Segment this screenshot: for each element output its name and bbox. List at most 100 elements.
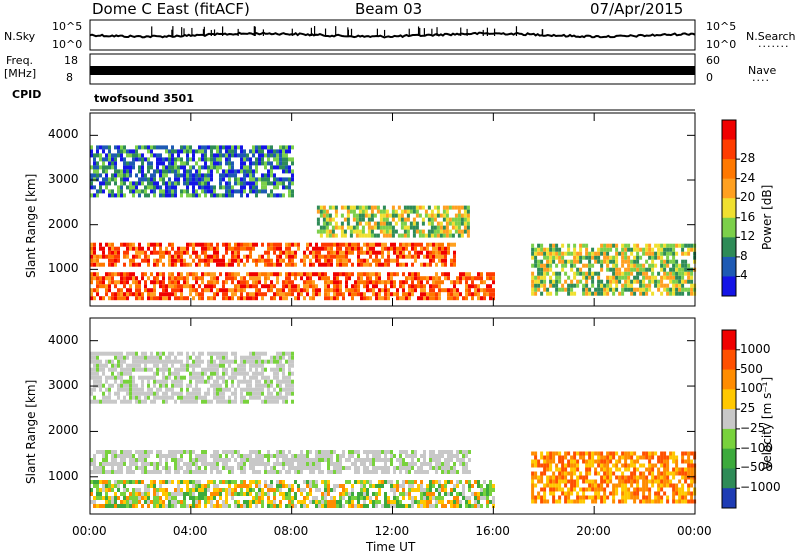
echo-cell [603, 467, 607, 472]
echo-cell [168, 193, 171, 198]
echo-cell [129, 292, 132, 297]
echo-cell [186, 488, 189, 492]
echo-cell [642, 471, 646, 476]
echo-cell [363, 500, 366, 504]
echo-cell [576, 479, 580, 484]
echo-cell [334, 221, 338, 226]
echo-cell [192, 371, 195, 376]
echo-cell [153, 504, 156, 508]
echo-cell [402, 480, 405, 484]
echo-cell [453, 292, 456, 297]
echo-cell [135, 246, 138, 251]
echo-cell [261, 500, 264, 504]
echo-cell [180, 276, 183, 281]
echo-cell [198, 488, 201, 492]
echo-cell [162, 276, 165, 281]
echo-cell [390, 276, 393, 281]
echo-cell [540, 291, 544, 296]
echo-cell [531, 251, 535, 256]
echo-cell [363, 492, 366, 496]
echo-cell [463, 221, 467, 226]
echo-cell [322, 209, 326, 214]
echo-cell [246, 387, 249, 392]
echo-cell [348, 246, 351, 251]
echo-cell [315, 500, 318, 504]
echo-cell [168, 258, 171, 263]
echo-cell [123, 500, 126, 504]
echo-cell [219, 363, 222, 368]
echo-cell [120, 355, 123, 360]
echo-cell [603, 287, 607, 292]
echo-cell [186, 395, 189, 400]
echo-cell [492, 484, 495, 488]
echo-cell [234, 177, 237, 182]
echo-cell [207, 480, 210, 484]
echo-cell [444, 504, 447, 508]
echo-cell [108, 157, 111, 162]
echo-cell [288, 189, 291, 194]
echo-cell [357, 492, 360, 496]
echo-cell [231, 466, 234, 470]
echo-cell [333, 450, 336, 454]
echo-cell [435, 458, 438, 462]
echo-cell [558, 467, 562, 472]
echo-cell [630, 455, 634, 460]
echo-cell [354, 458, 357, 462]
echo-cell [391, 213, 395, 218]
echo-cell [648, 479, 652, 484]
echo-cell [606, 283, 610, 288]
echo-cell [492, 272, 495, 277]
echo-cell [114, 504, 117, 508]
echo-cell [594, 471, 598, 476]
echo-cell [264, 395, 267, 400]
echo-cell [123, 387, 126, 392]
echo-cell [207, 246, 210, 251]
echo-cell [633, 487, 637, 492]
echo-cell [436, 233, 440, 238]
echo-cell [204, 470, 207, 474]
echo-cell [207, 242, 210, 247]
echo-cell [213, 488, 216, 492]
echo-cell [345, 272, 348, 277]
echo-cell [249, 484, 252, 488]
echo-cell [384, 500, 387, 504]
echo-cell [117, 351, 120, 356]
echo-cell [366, 470, 369, 474]
echo-cell [165, 496, 168, 500]
echo-cell [432, 480, 435, 484]
echo-cell [264, 454, 267, 458]
echo-cell [285, 149, 288, 154]
echo-cell [135, 254, 138, 259]
echo-cell [204, 284, 207, 289]
echo-cell [312, 280, 315, 285]
echo-cell [168, 149, 171, 154]
echo-cell [549, 483, 553, 488]
echo-cell [204, 504, 207, 508]
echo-cell [483, 280, 486, 285]
echo-cell [192, 157, 195, 162]
echo-cell [408, 292, 411, 297]
echo-cell [309, 272, 312, 277]
echo-cell [639, 255, 643, 260]
echo-cell [243, 466, 246, 470]
echo-cell [150, 280, 153, 285]
echo-cell [288, 488, 291, 492]
echo-cell [543, 267, 547, 272]
echo-cell [114, 173, 117, 178]
echo-cell [460, 229, 464, 234]
echo-cell [342, 242, 345, 247]
echo-cell [162, 288, 165, 293]
echo-cell [669, 259, 673, 264]
echo-cell [477, 288, 480, 293]
echo-cell [582, 487, 586, 492]
echo-cell [351, 292, 354, 297]
echo-cell [210, 258, 213, 263]
echo-cell [345, 284, 348, 289]
echo-cell [210, 272, 213, 277]
echo-cell [123, 504, 126, 508]
echo-cell [264, 250, 267, 255]
echo-cell [672, 255, 676, 260]
echo-cell [177, 165, 180, 170]
echo-cell [639, 487, 643, 492]
echo-cell [180, 246, 183, 251]
